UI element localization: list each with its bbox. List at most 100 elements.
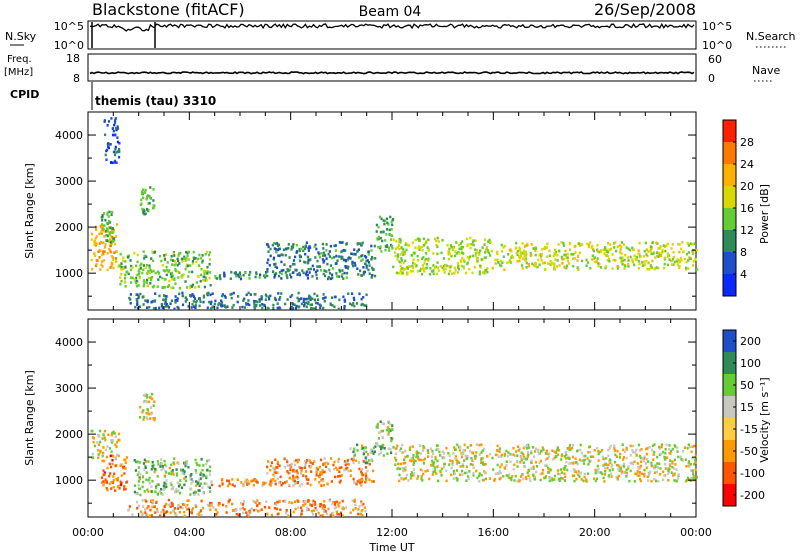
velocity-point [315,470,318,474]
power-point [334,244,337,247]
velocity-point [492,468,495,471]
velocity-point [488,452,492,456]
velocity-point [580,478,583,481]
velocity-point [300,469,303,473]
power-point [305,273,308,277]
velocity-point [686,476,690,480]
velocity-point [429,447,432,450]
power-point [143,212,146,216]
velocity-point [369,451,372,454]
velocity-point [613,447,616,450]
velocity-point [483,463,486,466]
power-point [313,292,316,296]
velocity-point [252,508,256,512]
power-point [457,267,460,271]
power-point [170,286,173,290]
power-point [265,294,268,298]
power-point [561,257,564,261]
velocity-point [237,513,240,517]
nsky-right-tick-high: 10^5 [702,20,732,33]
velocity-point [102,433,105,436]
velocity-point [404,461,407,465]
velocity-point [109,454,113,458]
power-point [352,302,355,305]
power-point [163,298,166,302]
power-point [390,228,393,231]
power-point [649,245,652,248]
time-tick-label: 04:00 [173,526,205,539]
power-point [137,296,140,300]
velocity-point [510,477,513,480]
velocity-point [221,503,225,507]
velocity-point [636,472,639,476]
velocity-point [372,452,375,455]
velocity-point [322,484,326,487]
velocity-point [636,462,639,465]
velocity-scatter [90,392,698,518]
power-point [521,242,524,245]
velocity-point [97,435,100,438]
power-point [623,267,626,270]
power-point [98,232,101,236]
power-point [579,244,582,247]
velocity-point [431,473,434,476]
velocity-point [407,479,410,482]
power-point [90,238,93,241]
velocity-point [333,460,336,464]
velocity-point [525,477,528,481]
velocity-point [494,453,497,457]
power-point [460,245,463,249]
power-point [642,255,645,258]
power-point [461,256,464,260]
velocity-point [551,477,554,480]
power-point [497,261,500,264]
velocity-point [181,506,184,510]
power-point [344,266,348,269]
power-point [585,258,588,262]
power-point [152,259,155,263]
power-point [115,151,118,154]
velocity-point [623,450,627,453]
power-point [100,232,103,235]
power-point [276,242,279,245]
velocity-point [127,509,130,512]
power-point [187,275,190,278]
velocity-point [162,488,165,491]
velocity-point [333,507,336,510]
velocity-point [368,478,371,481]
power-point [365,264,368,268]
velocity-point [133,484,137,487]
power-point [659,254,662,257]
velocity-point [167,472,171,475]
power-point [344,249,347,252]
power-point [416,237,419,241]
velocity-point [156,483,159,486]
velocity-point [173,462,176,466]
power-point [157,278,160,281]
power-point [362,266,365,269]
velocity-colorbar-tick-label: -15 [740,423,758,436]
velocity-point [151,417,154,420]
velocity-point [387,447,390,450]
power-point [209,293,212,297]
power-colorbar-tick-label: 16 [740,202,754,215]
velocity-point [361,467,364,471]
power-point [298,305,301,308]
velocity-point [417,451,420,455]
velocity-point [694,461,697,465]
velocity-point [101,437,104,440]
velocity-point [682,450,685,453]
power-point [577,254,580,258]
power-point [278,306,281,309]
power-point [672,251,675,254]
power-point [441,266,444,270]
velocity-point [408,448,411,451]
power-point [118,150,121,153]
power-point [480,258,483,261]
power-point [355,302,359,305]
power-point [611,253,614,256]
power-point [687,251,690,254]
velocity-point [177,462,180,465]
velocity-point [579,443,582,447]
